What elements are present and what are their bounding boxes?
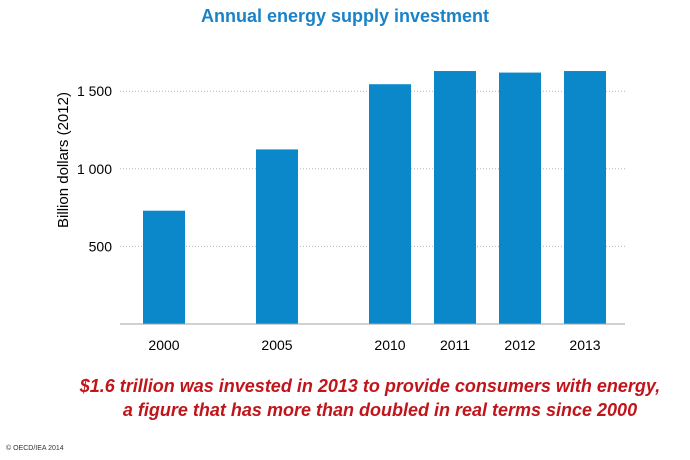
x-tick-label: 2011 (440, 337, 470, 353)
caption-line-2: a figure that has more than doubled in r… (122, 400, 638, 420)
bar-2011 (434, 71, 476, 324)
y-tick-label: 1 000 (77, 161, 112, 177)
bars (143, 71, 606, 325)
bar-2005 (256, 149, 298, 324)
x-tick-label: 2000 (148, 337, 179, 353)
bar-2012 (499, 72, 541, 325)
y-axis-label: Billion dollars (2012) (55, 92, 72, 228)
x-tick-label: 2005 (261, 337, 292, 353)
x-tick-label: 2010 (374, 337, 405, 353)
x-tick-labels: 2000 2005 2010 2011 2012 2013 (148, 337, 600, 353)
bar-chart: 500 1 000 1 500 2000 2005 2010 2011 2012 2013 B… (55, 71, 625, 353)
caption-line-1: $1.6 trillion was invested in 2013 to pr… (79, 376, 661, 396)
chart-title: Annual energy supply investment (200, 6, 490, 26)
bar-2010 (369, 84, 411, 324)
copyright-notice: © OECD/IEA 2014 (6, 445, 64, 452)
x-tick-label: 2012 (504, 337, 535, 353)
y-tick-label: 1 500 (77, 83, 112, 99)
bar-2013 (564, 71, 606, 324)
y-tick-labels: 500 1 000 1 500 (77, 83, 112, 254)
bar-2000 (143, 210, 185, 324)
x-tick-label: 2013 (569, 337, 600, 353)
y-tick-label: 500 (89, 238, 113, 254)
